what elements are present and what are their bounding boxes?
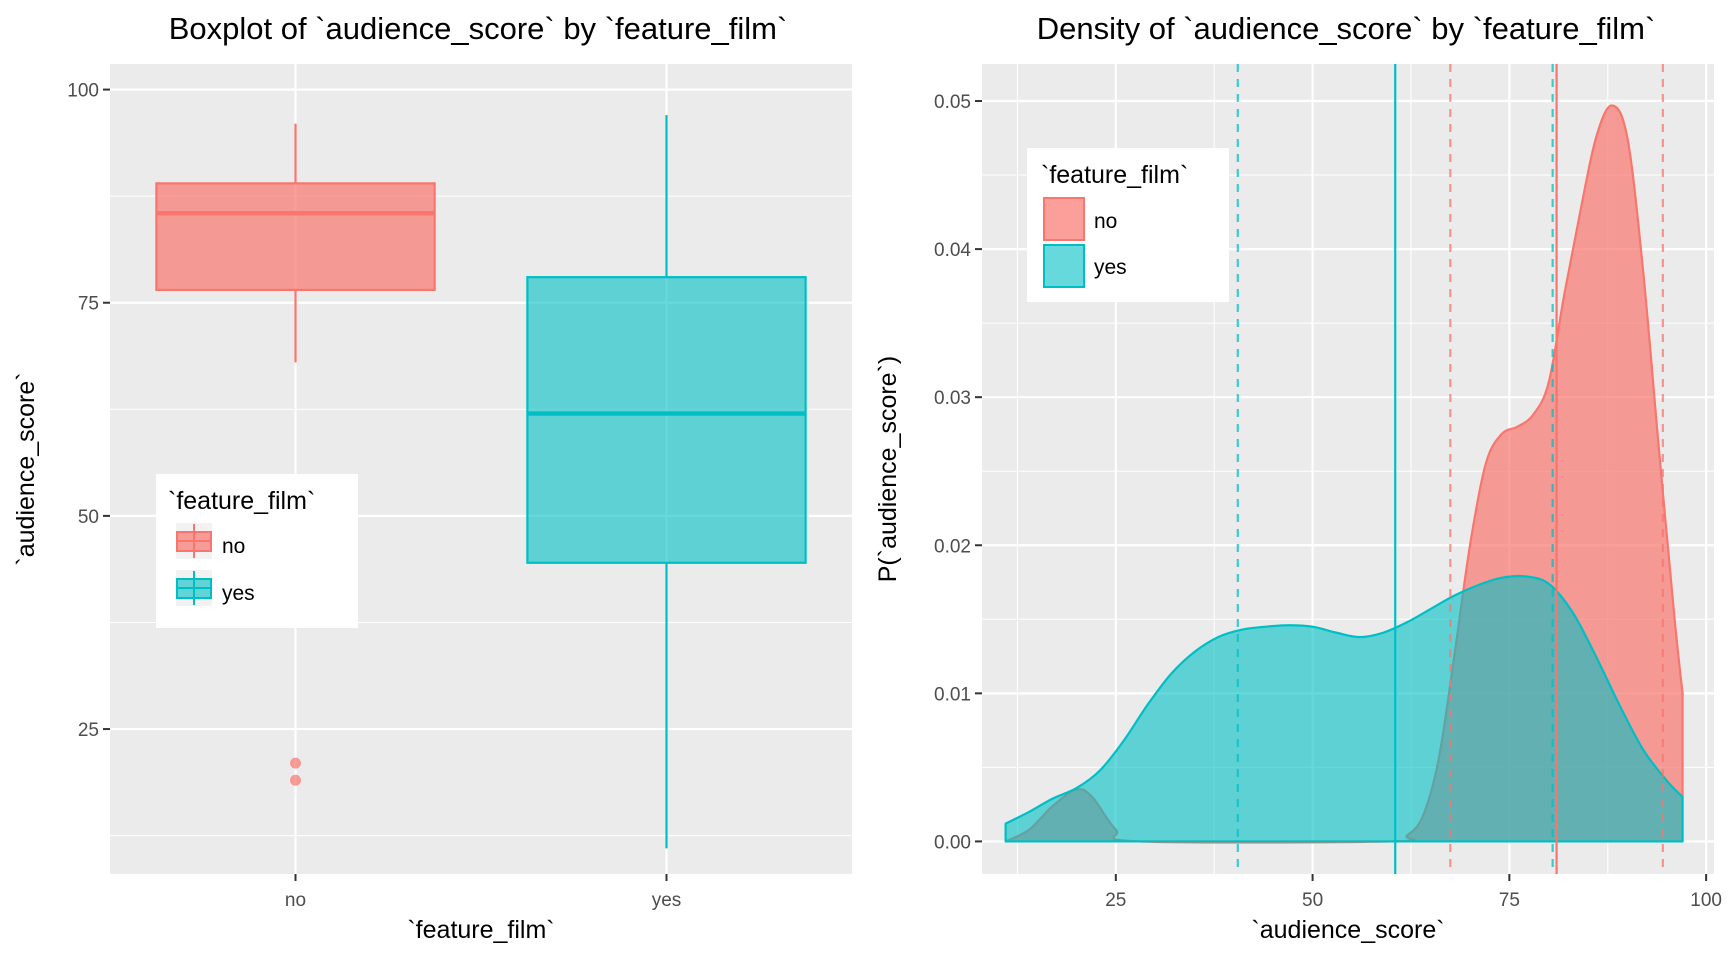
x-tick-label: 25 [1105,890,1126,911]
x-tick-label: 50 [1302,890,1323,911]
x-tick-label: no [285,890,306,911]
y-tick-label: 50 [78,507,99,528]
boxplot-legend: `feature_film` no yes [156,474,358,628]
y-tick-label: 0.05 [934,92,971,113]
density-y-axis-title: P(`audience_score`) [874,356,902,583]
density-legend: `feature_film` no yes [1027,148,1229,302]
boxplot-legend-title: `feature_film` [168,487,315,515]
y-tick-label: 75 [78,294,99,315]
boxplot-legend-key-no [176,523,212,559]
y-tick-label: 0.02 [934,536,971,557]
boxplot-chart: Boxplot of `audience_score` by `feature_… [12,11,852,944]
density-legend-label-yes: yes [1094,256,1127,279]
boxplot-y-axis-title: `audience_score` [12,372,40,565]
boxplot-legend-label-no: no [222,535,245,558]
y-tick-label: 0.04 [934,240,971,261]
density-axes: 0.00 0.01 0.02 0.03 0.04 0.05 25 50 75 100 [934,92,1722,911]
density-marks [1004,64,1684,874]
boxplot-marks [155,115,807,849]
density-area-yes [1004,574,1684,843]
density-title: Density of `audience_score` by `feature_… [1037,11,1656,46]
x-tick-label: 75 [1499,890,1520,911]
outlier-point-no [290,757,301,769]
box-no [155,182,436,292]
boxplot-title: Boxplot of `audience_score` by `feature_… [169,11,788,46]
x-tick-label: yes [652,890,682,911]
boxplot-axes: 25 50 75 100 no yes [67,81,681,911]
y-tick-label: 25 [78,720,99,741]
boxplot-legend-label-yes: yes [222,582,255,605]
box-yes [526,276,807,564]
boxplot-legend-key-yes [176,570,212,606]
x-tick-label: 100 [1690,890,1722,911]
y-tick-label: 0.00 [934,832,971,853]
density-legend-key-no [1043,197,1085,241]
y-tick-label: 0.03 [934,388,971,409]
density-chart: Density of `audience_score` by `feature_… [874,11,1722,944]
y-tick-label: 0.01 [934,684,971,705]
outlier-point-no [290,774,301,786]
density-x-axis-title: `audience_score` [1251,916,1444,944]
density-legend-title: `feature_film` [1041,161,1188,189]
density-legend-key-yes [1043,244,1085,288]
y-tick-label: 100 [67,81,99,102]
boxplot-x-axis-title: `feature_film` [407,916,554,944]
density-legend-label-no: no [1094,210,1117,233]
